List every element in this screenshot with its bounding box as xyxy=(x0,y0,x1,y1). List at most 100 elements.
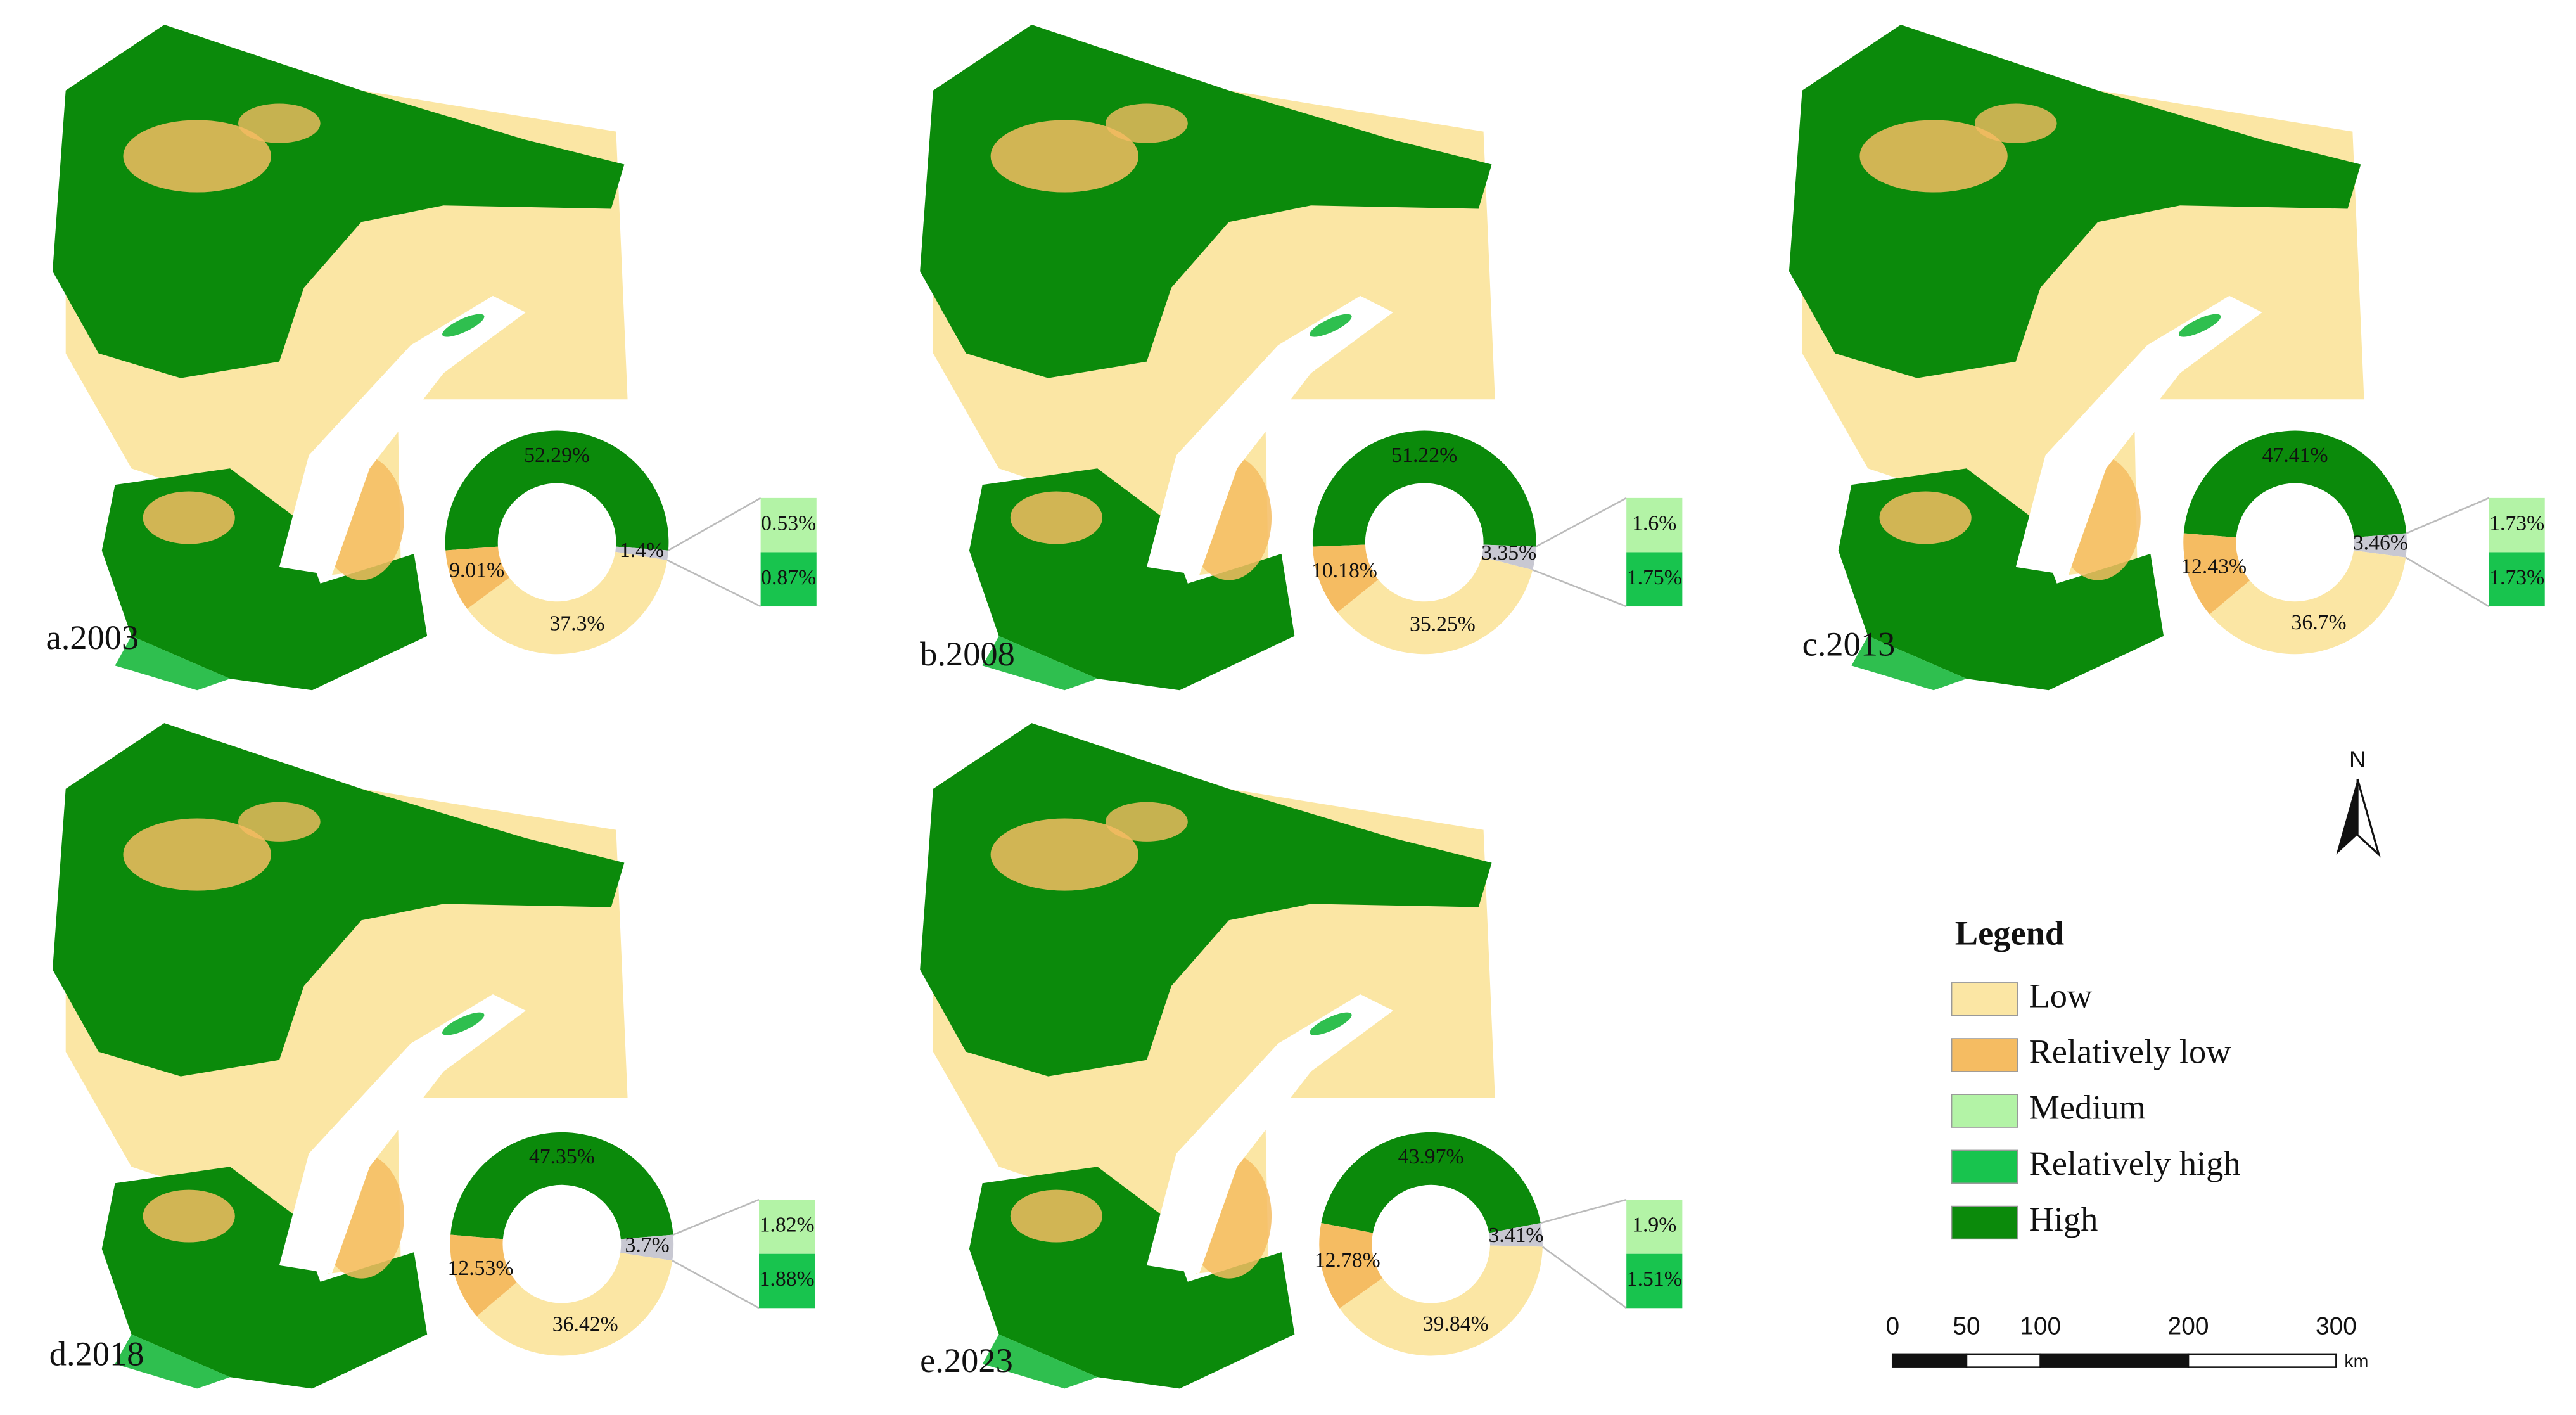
breakdown-box xyxy=(2489,497,2545,553)
data-label: 12.78% xyxy=(1315,1248,1380,1272)
legend-swatch xyxy=(1951,1205,2018,1240)
data-label: 35.25% xyxy=(1410,612,1476,636)
data-label: 47.41% xyxy=(2262,444,2328,467)
map xyxy=(52,723,628,1389)
data-label: 36.7% xyxy=(2292,611,2347,634)
donut-segment xyxy=(450,1234,517,1317)
data-label: 52.29% xyxy=(524,444,590,467)
legend-swatch xyxy=(1951,1149,2018,1184)
legend: Low Relatively low Medium Relatively high Hi… xyxy=(1951,976,2241,1240)
connector xyxy=(1542,1246,1627,1309)
data-label: 43.97% xyxy=(1398,1145,1464,1168)
data-label: 1.75% xyxy=(1627,566,1682,589)
legend-title: Legend xyxy=(1955,914,2064,952)
scale-segment xyxy=(2039,1353,2190,1368)
scale-tick-label: 200 xyxy=(2168,1313,2209,1340)
legend-label: Relatively high xyxy=(2029,1144,2240,1182)
donut-segment xyxy=(445,546,510,609)
scale-tick-label: 100 xyxy=(2020,1313,2061,1340)
data-label: 51.22% xyxy=(1391,444,1457,467)
data-label: 3.35% xyxy=(1481,541,1536,565)
donut-segment xyxy=(2209,550,2406,655)
donut-segment xyxy=(2183,430,2407,538)
legend-label: Medium xyxy=(2029,1088,2145,1127)
donut-segment xyxy=(2183,533,2250,615)
donut-chart: d.2018 47.35% 3.7% 36.42% 12.53% 1.82% 1.88% xyxy=(49,1132,815,1373)
data-label: 1.73% xyxy=(2489,511,2544,535)
scale-segment xyxy=(1965,1353,2041,1368)
breakdown-box xyxy=(1626,1200,1683,1254)
map xyxy=(920,25,1495,691)
donut-segment xyxy=(615,546,668,560)
connector xyxy=(1535,497,1627,547)
breakdown-box xyxy=(1626,1253,1683,1309)
connector xyxy=(666,559,762,608)
donut-segment xyxy=(445,430,669,551)
data-label: 1.4% xyxy=(620,539,664,562)
scale-segment xyxy=(2187,1353,2337,1368)
donut-segment xyxy=(1312,430,1536,547)
panel-label: e.2023 xyxy=(920,1341,1013,1380)
donut-segment xyxy=(1337,556,1533,655)
data-label: 1.82% xyxy=(760,1213,815,1237)
panel-label: d.2018 xyxy=(49,1335,144,1373)
panel-label: b.2008 xyxy=(920,634,1015,673)
data-label: 1.73% xyxy=(2489,566,2544,589)
donut-segment xyxy=(1339,1245,1543,1356)
data-label: 3.7% xyxy=(625,1233,670,1257)
map xyxy=(1789,25,2364,691)
scale-bar: 0 50 100 200 300 km xyxy=(1885,1313,2368,1372)
data-label: 47.35% xyxy=(529,1145,595,1168)
data-label: 36.42% xyxy=(552,1313,618,1336)
panel-label: a.2003 xyxy=(46,618,139,656)
donut-segment xyxy=(467,551,668,655)
data-label: 12.53% xyxy=(447,1257,513,1280)
connector xyxy=(668,497,762,551)
legend-swatch xyxy=(1951,982,2018,1016)
scale-segment xyxy=(1891,1353,1968,1368)
donut-chart: c.2013 47.41% 3.46% 36.7% 12.43% 1.73% 1.73% xyxy=(1802,430,2545,663)
data-label: 1.88% xyxy=(760,1267,815,1291)
connector xyxy=(672,1260,760,1309)
scale-tick-label: 0 xyxy=(1885,1313,1899,1340)
data-label: 3.46% xyxy=(2353,531,2408,554)
legend-label: High xyxy=(2029,1200,2098,1238)
donut-segment xyxy=(1321,1132,1541,1233)
breakdown-box xyxy=(760,552,817,607)
data-label: 10.18% xyxy=(1311,559,1377,582)
data-label: 1.6% xyxy=(1632,511,1676,535)
donut-segment xyxy=(1489,1222,1543,1247)
north-label: N xyxy=(2349,746,2366,772)
donut-segment xyxy=(1319,1222,1383,1309)
data-label: 9.01% xyxy=(449,558,504,582)
data-label: 1.9% xyxy=(1632,1213,1676,1237)
donut-chart: a.2003 52.29% 1.4% 37.3% 9.01% 0.53% 0.87% xyxy=(46,430,817,656)
legend-swatch xyxy=(1951,1038,2018,1072)
north-arrow: N xyxy=(2336,746,2381,858)
scale-tick-label: 50 xyxy=(1953,1313,1980,1340)
donut-segment xyxy=(1313,544,1379,613)
donut-segment xyxy=(2354,533,2407,558)
scale-unit: km xyxy=(2344,1351,2368,1371)
data-label: 12.43% xyxy=(2181,555,2247,579)
donut-segment xyxy=(450,1132,673,1239)
breakdown-box xyxy=(760,497,817,553)
data-label: 39.84% xyxy=(1423,1312,1489,1336)
breakdown-box xyxy=(2489,552,2545,607)
connector xyxy=(673,1198,760,1236)
data-label: 0.53% xyxy=(761,511,816,535)
connector xyxy=(2405,556,2490,608)
donut-segment xyxy=(1481,544,1536,570)
data-label: 37.3% xyxy=(549,612,604,636)
connector xyxy=(2406,497,2490,534)
connector xyxy=(1540,1198,1627,1224)
connector xyxy=(1532,569,1627,608)
breakdown-box xyxy=(1626,552,1683,607)
legend-label: Relatively low xyxy=(2029,1032,2231,1070)
breakdown-box xyxy=(1626,497,1683,553)
breakdown-box xyxy=(759,1253,815,1309)
breakdown-box xyxy=(759,1200,815,1254)
map xyxy=(920,723,1495,1389)
legend-swatch xyxy=(1951,1094,2018,1128)
